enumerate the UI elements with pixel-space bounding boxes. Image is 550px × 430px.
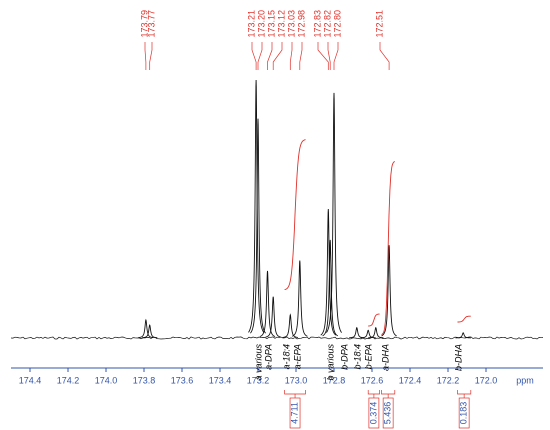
integral-box <box>289 397 301 429</box>
shift-label: 173.12 <box>276 10 286 38</box>
integral-curve <box>457 315 471 323</box>
x-tick-label: 172.0 <box>475 375 498 385</box>
integral-curve <box>368 313 380 327</box>
shift-leader <box>379 42 390 70</box>
shift-label: 173.15 <box>266 10 276 38</box>
integral-bracket <box>381 390 396 398</box>
integral-label: 0.374 <box>368 402 378 425</box>
integral-bracket <box>457 390 472 398</box>
integral-label: 0.183 <box>459 402 469 425</box>
shift-label: 173.20 <box>256 10 266 38</box>
shift-label: 173.77 <box>146 10 156 38</box>
assignment-label: b-EPA <box>363 344 373 369</box>
shift-leader <box>289 42 293 70</box>
baseline <box>10 336 544 340</box>
integral-box <box>368 397 380 429</box>
peak <box>322 239 339 337</box>
shift-leader <box>272 42 283 70</box>
shift-leader <box>144 42 147 70</box>
x-tick-label: 172.2 <box>437 375 460 385</box>
x-tick-label: 173.4 <box>209 375 232 385</box>
shift-label: 173.79 <box>139 10 149 38</box>
assignment-label: b various <box>325 344 335 381</box>
shift-label: 172.80 <box>332 10 342 38</box>
shift-label: 172.51 <box>374 10 384 38</box>
x-tick-label: 173.2 <box>247 375 270 385</box>
integral-curve <box>284 139 306 291</box>
integral-curve <box>381 161 396 336</box>
shift-leader <box>317 42 329 70</box>
peak <box>250 118 266 334</box>
x-axis-label: ppm <box>516 375 534 385</box>
peak <box>292 260 308 337</box>
minor-peak <box>368 326 384 339</box>
integral-bracket <box>284 390 306 398</box>
shift-label: 173.21 <box>246 10 256 38</box>
shift-label: 173.03 <box>286 10 296 38</box>
assignment-label: a various <box>253 344 263 381</box>
shift-label: 172.83 <box>312 10 322 38</box>
peak <box>326 92 342 333</box>
integral-bracket <box>367 390 380 398</box>
x-tick-label: 173.6 <box>171 375 194 385</box>
peak <box>282 313 298 338</box>
x-tick-label: 172.8 <box>323 375 346 385</box>
minor-peak <box>360 329 376 339</box>
minor-peak <box>455 332 471 339</box>
assignment-label: b-DPA <box>339 344 349 370</box>
shift-leader <box>257 42 263 70</box>
shift-label: 172.98 <box>296 10 306 38</box>
shift-leader <box>251 42 257 70</box>
peak <box>142 324 158 339</box>
x-tick-label: 173.8 <box>133 375 156 385</box>
shift-leader <box>299 42 303 70</box>
x-tick-label: 174.4 <box>19 375 42 385</box>
assignment-label: b-DHA <box>453 344 463 371</box>
assignment-label: a-DHA <box>380 344 390 371</box>
integral-label: 4.711 <box>289 402 299 424</box>
x-tick-label: 172.6 <box>361 375 384 385</box>
integral-label: 5.436 <box>383 402 393 425</box>
x-tick-label: 172.4 <box>399 375 422 385</box>
assignment-label: a-18:4 <box>281 344 291 370</box>
assignment-label: a-DPA <box>263 344 273 370</box>
peak <box>320 208 337 336</box>
shift-leader <box>267 42 273 70</box>
peak <box>248 79 265 333</box>
x-tick-label: 173.0 <box>285 375 308 385</box>
assignment-label: a-EPA <box>292 344 302 369</box>
peak <box>138 318 154 339</box>
shift-leader <box>327 42 331 70</box>
peak <box>259 270 276 337</box>
integral-box <box>382 397 394 429</box>
x-tick-label: 174.0 <box>95 375 118 385</box>
shift-leader <box>333 42 339 70</box>
peak <box>381 245 397 337</box>
integral-box <box>458 397 470 429</box>
x-tick-label: 174.2 <box>57 375 80 385</box>
peak <box>265 296 281 338</box>
shift-label: 172.82 <box>322 10 332 38</box>
assignment-label: b-18:4 <box>352 344 362 370</box>
shift-leader <box>149 42 153 70</box>
minor-peak <box>349 326 365 339</box>
